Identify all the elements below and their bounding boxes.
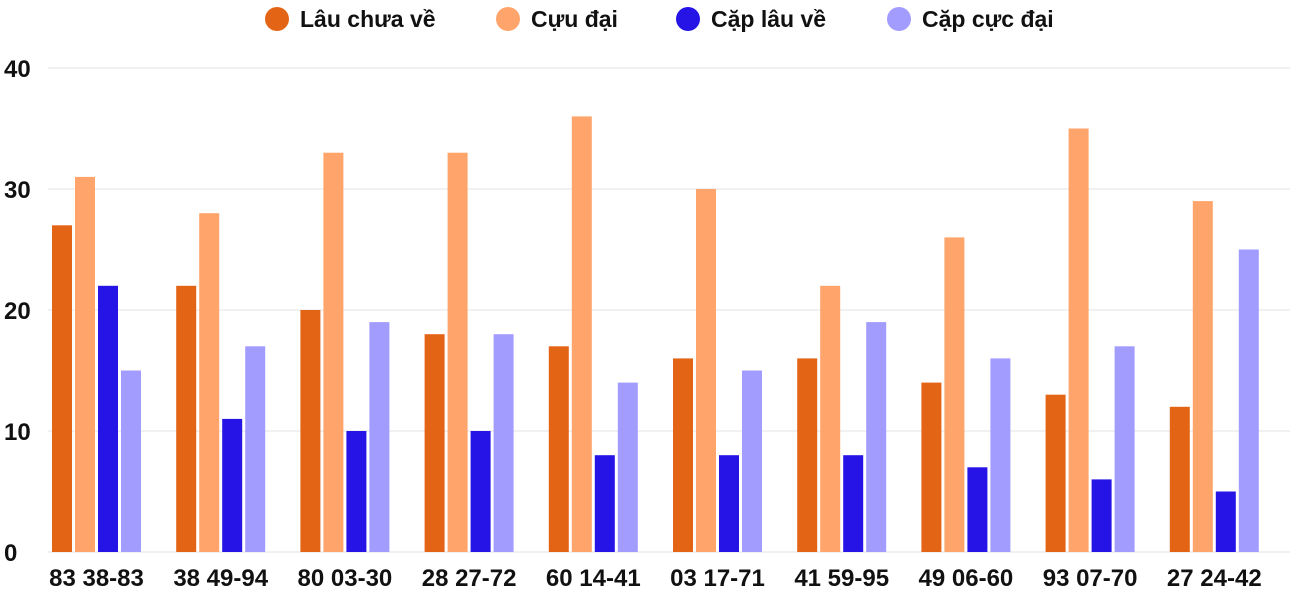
x-axis: 83 38-83 38 49-94 80 03-30 28 27-72 60 14-41… (49, 565, 1262, 592)
legend-label-1: Lâu chưa về (300, 6, 436, 32)
bar-4-6 (742, 370, 762, 552)
bar-2-4 (447, 152, 468, 552)
bar-3-2 (222, 418, 243, 552)
y-tick-label: 30 (4, 177, 31, 204)
y-tick-label: 10 (4, 419, 31, 446)
legend-marker-4 (887, 7, 911, 31)
y-tick-label: 0 (4, 540, 17, 567)
chart-legend: Lâu chưa về Cựu đại Cặp lâu về Cặp cực đại (265, 6, 1054, 32)
bar-3-10 (1215, 491, 1236, 552)
bar-4-9 (1114, 346, 1135, 552)
y-tick-label: 40 (4, 56, 31, 83)
bar-1-2 (176, 285, 197, 552)
bar-3-9 (1091, 479, 1112, 552)
bar-4-2 (245, 346, 266, 552)
bar-4-5 (617, 382, 638, 552)
bar-4-7 (866, 322, 887, 552)
bar-3-5 (594, 455, 615, 552)
bar-1-7 (797, 358, 818, 552)
y-axis: 0 10 20 30 40 (4, 56, 31, 567)
bar-2-9 (1068, 128, 1089, 552)
legend-marker-3 (676, 7, 700, 31)
bar-1-4 (424, 334, 445, 552)
bar-1-6 (673, 358, 693, 552)
x-tick-label: 80 03-30 (298, 565, 393, 592)
x-tick-label: 03 17-71 (670, 565, 765, 592)
bar-1-10 (1169, 406, 1190, 552)
x-tick-label: 60 14-41 (546, 565, 641, 592)
bar-3-1 (98, 285, 118, 552)
chart-bars (52, 116, 1259, 553)
bar-4-8 (990, 358, 1011, 552)
bar-2-10 (1192, 201, 1213, 552)
bar-4-3 (369, 322, 390, 552)
x-tick-label: 93 07-70 (1043, 565, 1138, 592)
bar-2-8 (944, 237, 965, 552)
bar-1-1 (52, 225, 72, 553)
bar-2-2 (199, 213, 220, 552)
bar-3-6 (719, 455, 739, 552)
x-tick-label: 41 59-95 (794, 565, 889, 592)
bar-3-3 (346, 431, 367, 552)
bar-3-8 (967, 467, 988, 552)
y-tick-label: 20 (4, 298, 31, 325)
bar-2-7 (820, 285, 841, 552)
bar-3-4 (470, 431, 491, 552)
bar-2-5 (571, 116, 592, 553)
legend-label-3: Cặp lâu về (711, 6, 826, 32)
legend-label-2: Cựu đại (531, 6, 618, 32)
bar-1-3 (300, 310, 321, 552)
bar-2-1 (75, 176, 95, 552)
bar-1-8 (921, 382, 942, 552)
legend-marker-1 (265, 7, 289, 31)
bar-1-9 (1045, 394, 1066, 552)
bar-1-5 (548, 346, 569, 552)
x-tick-label: 83 38-83 (49, 565, 144, 592)
bar-2-3 (323, 152, 344, 552)
x-tick-label: 27 24-42 (1167, 565, 1262, 592)
bar-2-6 (696, 189, 716, 552)
legend-label-4: Cặp cực đại (922, 6, 1054, 32)
x-tick-label: 28 27-72 (422, 565, 517, 592)
x-tick-label: 49 06-60 (919, 565, 1014, 592)
x-tick-label: 38 49-94 (173, 565, 268, 592)
bar-4-1 (121, 370, 141, 552)
bar-4-10 (1238, 249, 1259, 552)
bar-4-4 (493, 334, 514, 552)
legend-marker-2 (496, 7, 520, 31)
bar-3-7 (843, 455, 864, 552)
